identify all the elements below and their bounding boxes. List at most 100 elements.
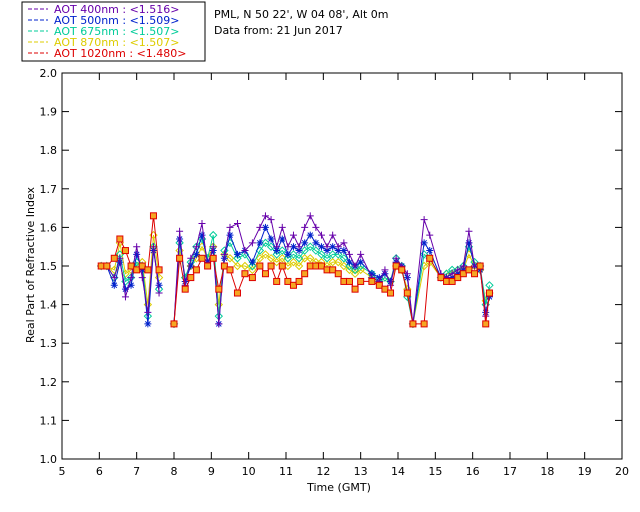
x-tick-label: 14 <box>391 465 405 478</box>
data-point <box>225 254 235 263</box>
data-point <box>306 254 315 263</box>
data-point <box>301 239 309 247</box>
data-point <box>261 238 270 248</box>
x-axis-label: Time (GMT) <box>306 481 371 494</box>
data-point <box>204 258 212 266</box>
data-point <box>121 293 129 301</box>
data-point <box>248 265 257 275</box>
data-point <box>155 281 163 289</box>
data-point <box>248 274 256 282</box>
data-point <box>226 223 234 231</box>
x-tick-label: 18 <box>540 465 554 478</box>
data-point <box>284 277 292 285</box>
data-point <box>273 247 281 255</box>
data-point <box>328 250 337 259</box>
data-point <box>133 243 141 251</box>
data-point <box>356 265 365 275</box>
data-point <box>278 246 287 255</box>
x-tick-label: 16 <box>466 465 480 478</box>
data-point <box>426 231 434 239</box>
legend-entry: AOT 400nm : <1.516> <box>54 3 180 16</box>
data-point <box>345 265 354 275</box>
data-point <box>306 212 314 220</box>
y-tick-label: 1.5 <box>40 260 58 273</box>
data-point <box>215 320 223 328</box>
y-axis-label: Real Part of Refractive Index <box>24 186 37 343</box>
data-point <box>121 247 129 255</box>
data-point <box>187 274 195 282</box>
data-point <box>357 250 365 258</box>
data-point <box>334 243 342 251</box>
data-point <box>317 231 325 239</box>
data-point <box>471 270 479 278</box>
data-point <box>138 266 146 274</box>
data-point <box>181 285 189 293</box>
x-tick-label: 5 <box>59 465 66 478</box>
data-point <box>322 254 332 263</box>
data-point <box>289 257 298 267</box>
data-point <box>301 223 309 231</box>
data-point <box>323 243 331 251</box>
x-tick-label: 8 <box>171 465 178 478</box>
data-point <box>241 270 249 278</box>
data-point <box>127 274 135 282</box>
data-point <box>345 258 353 266</box>
data-point <box>300 246 309 255</box>
x-tick-label: 9 <box>208 465 215 478</box>
data-point <box>214 300 224 309</box>
data-point <box>387 289 395 297</box>
data-point <box>392 254 400 262</box>
data-point <box>437 274 445 282</box>
data-point <box>482 320 490 328</box>
data-point <box>340 239 348 247</box>
data-point <box>273 277 281 285</box>
data-point <box>170 320 178 328</box>
data-point <box>278 254 287 263</box>
y-tick-label: 1.6 <box>40 221 58 234</box>
legend-entry: AOT 675nm : <1.507> <box>54 25 180 38</box>
date-text: Data from: 21 Jun 2017 <box>214 24 343 37</box>
data-point <box>465 266 473 274</box>
data-point <box>381 285 389 293</box>
data-point <box>110 254 118 262</box>
x-tick-label: 10 <box>242 465 256 478</box>
data-point <box>334 247 342 255</box>
data-point <box>233 250 241 258</box>
data-point <box>278 223 286 231</box>
data-point <box>121 269 130 278</box>
data-point <box>226 266 234 274</box>
data-point <box>485 289 493 297</box>
data-point <box>329 266 337 274</box>
x-tick-label: 19 <box>578 465 592 478</box>
data-point <box>294 261 304 271</box>
data-point <box>192 243 200 251</box>
x-tick-label: 17 <box>503 465 517 478</box>
data-point <box>465 227 473 235</box>
data-point <box>357 277 365 285</box>
data-point <box>459 262 467 270</box>
y-tick-label: 1.4 <box>40 299 58 312</box>
data-point <box>350 269 360 278</box>
data-point <box>357 258 365 266</box>
y-tick-label: 2.0 <box>40 67 58 80</box>
data-point <box>266 242 276 251</box>
data-point <box>198 254 206 262</box>
data-point <box>110 274 118 282</box>
data-point <box>256 223 264 231</box>
data-point <box>300 254 309 263</box>
data-point <box>476 262 484 270</box>
y-tick-label: 1.9 <box>40 106 58 119</box>
data-point <box>187 262 195 270</box>
series-layer <box>96 212 494 329</box>
data-point <box>398 266 406 274</box>
data-point <box>381 270 389 278</box>
data-point <box>392 258 400 266</box>
data-point <box>198 231 206 239</box>
data-point <box>127 262 135 270</box>
y-tick-label: 1.7 <box>40 183 58 196</box>
data-point <box>317 250 326 259</box>
data-point <box>409 320 417 328</box>
data-point <box>155 289 163 297</box>
data-point <box>278 235 286 243</box>
data-point <box>138 274 146 282</box>
